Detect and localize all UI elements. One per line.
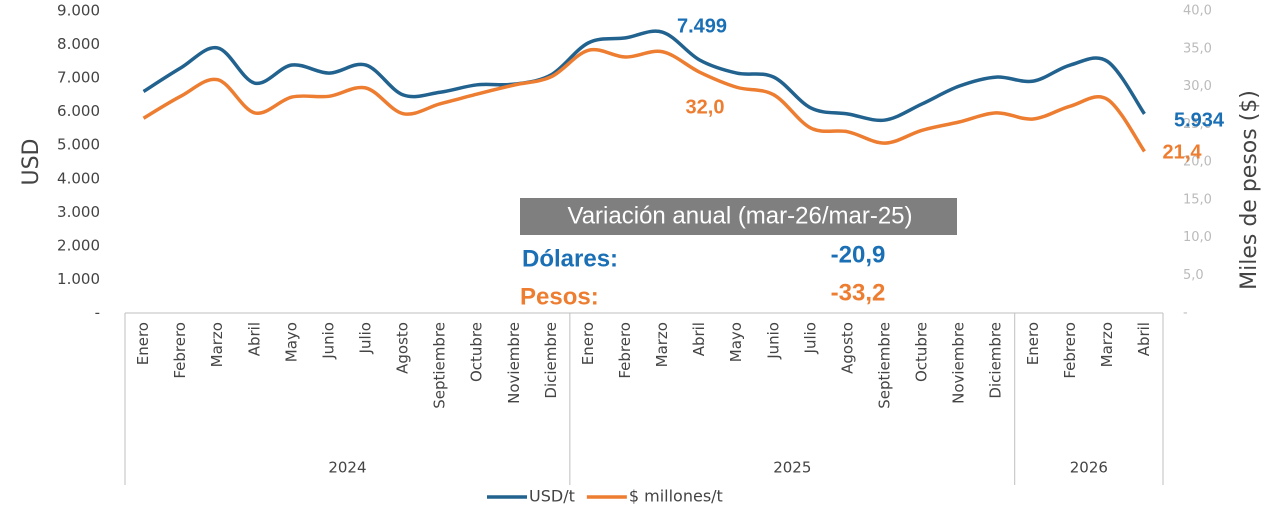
x-tick-label: Febrero	[616, 322, 634, 379]
y2-tick-label: 10,0	[1183, 230, 1212, 245]
y2-tick-label: 5,0	[1183, 268, 1204, 283]
y-tick-label: 7.000	[57, 69, 100, 87]
x-tick-label: Enero	[134, 322, 152, 365]
x-tick-label: Febrero	[1061, 322, 1079, 379]
x-tick-label: Julio	[801, 322, 819, 354]
x-tick-label: Octubre	[468, 322, 486, 382]
x-tick-label: Octubre	[913, 322, 931, 382]
series-line	[142, 29, 1146, 123]
x-tick-label: Agosto	[838, 322, 856, 374]
y2-tick-label: 35,0	[1183, 41, 1212, 56]
y2-tick-label: 15,0	[1183, 192, 1212, 207]
annotation: 21,4	[1163, 141, 1203, 163]
series-line	[142, 47, 1146, 153]
y2-tick-label: 20,0	[1183, 155, 1212, 170]
x-tick-label: Marzo	[653, 322, 671, 367]
x-tick-label: Abril	[245, 322, 263, 356]
y-tick-label: 3.000	[57, 203, 100, 221]
variation-value: -20,9	[831, 241, 886, 268]
x-tick-label: Noviembre	[950, 322, 968, 404]
y2-tick-label: -	[1183, 306, 1188, 321]
x-tick-label: Mayo	[282, 322, 300, 362]
group-label: 2026	[1070, 459, 1108, 477]
x-tick-label: Diciembre	[987, 322, 1005, 399]
x-tick-label: Abril	[690, 322, 708, 356]
x-tick-label: Septiembre	[431, 322, 449, 409]
group-label: 2024	[328, 459, 366, 477]
x-tick-label: Agosto	[394, 322, 412, 374]
legend-label: USD/t	[529, 487, 575, 506]
y-tick-label: 9.000	[57, 2, 100, 20]
y-tick-label: 8.000	[57, 35, 100, 53]
y2-tick-label: 25,0	[1183, 117, 1212, 132]
y2-axis-label: Miles de pesos ($)	[1237, 90, 1262, 290]
y-tick-label: 1.000	[57, 270, 100, 288]
group-label: 2025	[773, 459, 811, 477]
variation-label: Dólares:	[522, 245, 618, 272]
x-tick-label: Abril	[1135, 322, 1153, 356]
variation-title: Variación anual (mar-26/mar-25)	[567, 202, 912, 229]
x-tick-label: Mayo	[727, 322, 745, 362]
legend-label: $ millones/t	[629, 487, 723, 506]
y-axis-label: USD	[19, 138, 44, 185]
y-tick-label: -	[95, 304, 100, 322]
y2-tick-label: 30,0	[1183, 79, 1212, 94]
x-tick-label: Marzo	[1098, 322, 1116, 367]
x-tick-label: Enero	[1024, 322, 1042, 365]
annotation: 5.934	[1174, 109, 1225, 131]
variation-label: Pesos:	[520, 283, 599, 310]
y2-tick-label: 40,0	[1183, 4, 1212, 19]
y-tick-label: 5.000	[57, 136, 100, 154]
x-tick-label: Julio	[356, 322, 374, 354]
y-tick-label: 6.000	[57, 102, 100, 120]
annotation: 32,0	[686, 96, 725, 118]
x-tick-label: Marzo	[208, 322, 226, 367]
x-tick-label: Noviembre	[505, 322, 523, 404]
variation-box	[520, 198, 957, 235]
x-tick-label: Junio	[764, 322, 782, 360]
y-tick-label: 4.000	[57, 169, 100, 187]
x-tick-label: Enero	[579, 322, 597, 365]
variation-value: -33,2	[831, 279, 886, 306]
x-tick-label: Septiembre	[875, 322, 893, 409]
x-tick-label: Diciembre	[542, 322, 560, 399]
x-tick-label: Febrero	[171, 322, 189, 379]
annotation: 7.499	[677, 15, 727, 37]
x-tick-label: Junio	[319, 322, 337, 360]
y-tick-label: 2.000	[57, 236, 100, 254]
